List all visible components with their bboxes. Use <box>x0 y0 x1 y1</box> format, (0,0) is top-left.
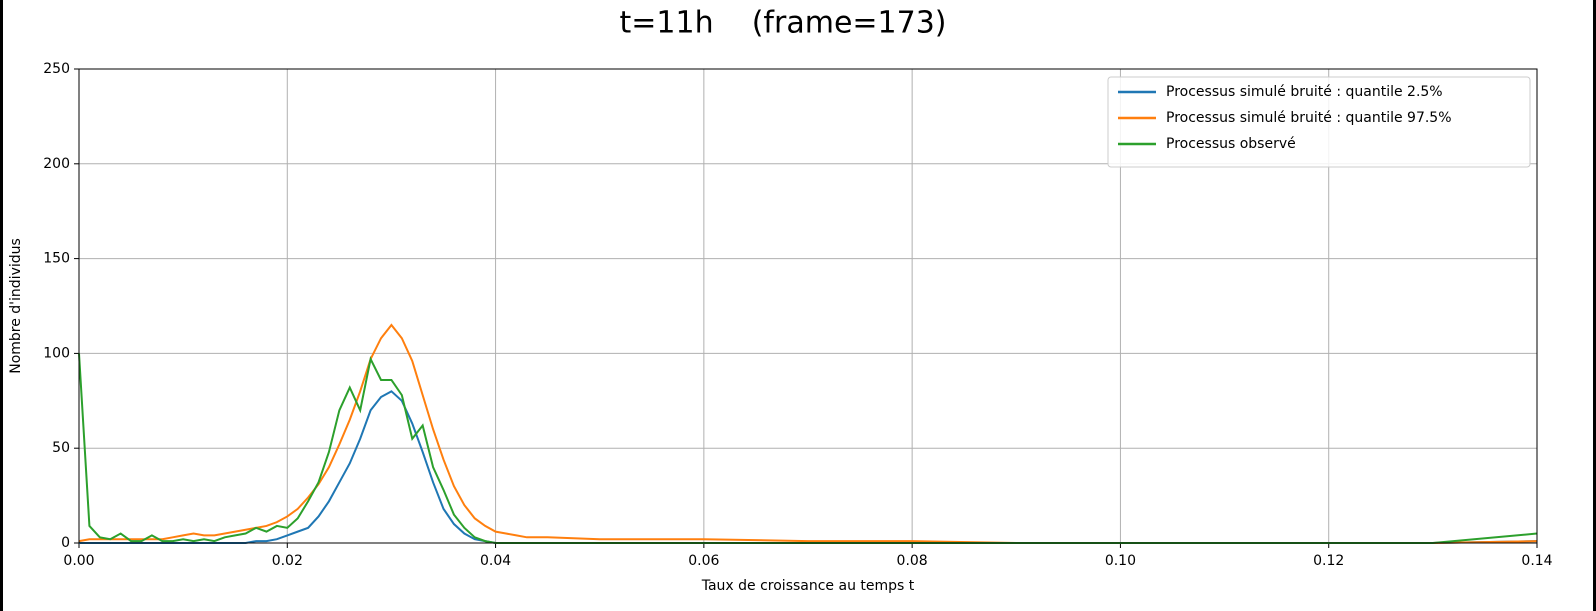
chart-title: t=11h (frame=173) <box>620 6 947 41</box>
plot-frame <box>78 68 1538 544</box>
legend-box <box>1107 76 1531 168</box>
x-tick-label: 0.00 <box>63 553 94 569</box>
legend-label: Processus observé <box>1166 136 1296 152</box>
legend-label: Processus simulé bruité : quantile 2.5% <box>1166 84 1443 100</box>
x-tick-label: 0.14 <box>1521 553 1552 569</box>
x-tick-label: 0.10 <box>1105 553 1136 569</box>
x-tick-label: 0.02 <box>272 553 303 569</box>
x-tick-label: 0.08 <box>897 553 928 569</box>
x-tick-label: 0.04 <box>480 553 511 569</box>
legend: Processus simulé bruité : quantile 2.5% P… <box>1107 76 1531 168</box>
x-tick-label: 0.06 <box>688 553 719 569</box>
y-axis-label: Nombre d'individus <box>8 238 24 374</box>
y-tick-label: 150 <box>43 251 70 267</box>
y-tick-label: 50 <box>52 440 70 456</box>
y-tick-label: 0 <box>61 535 70 551</box>
legend-label: Processus simulé bruité : quantile 97.5% <box>1166 110 1452 126</box>
y-tick-label: 100 <box>43 345 70 361</box>
x-axis-label: Taux de croissance au temps t <box>701 578 915 594</box>
data-line <box>78 323 1538 544</box>
y-tick-label: 250 <box>43 61 70 77</box>
y-tick-label: 200 <box>43 156 70 172</box>
x-tick-label: 0.12 <box>1313 553 1344 569</box>
